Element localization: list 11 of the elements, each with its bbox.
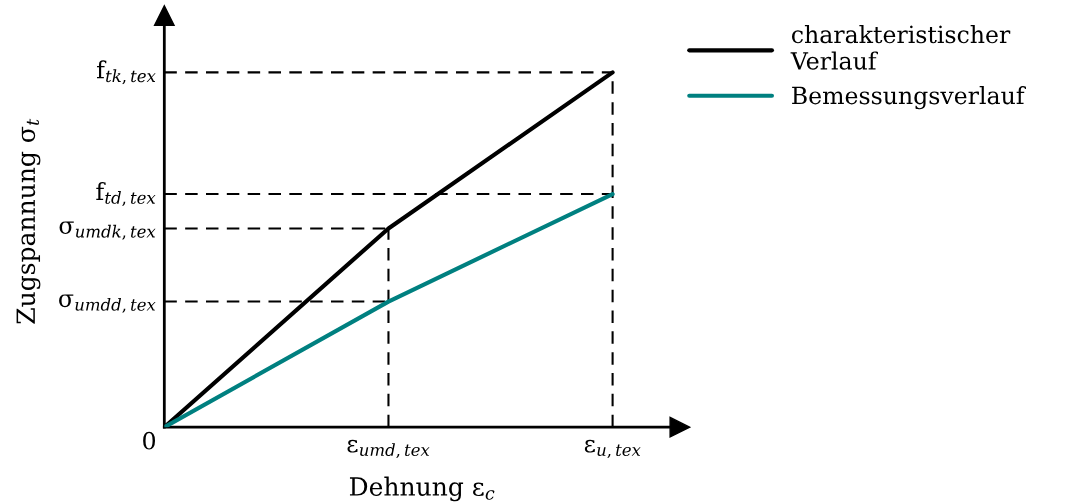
legend-label: charakteristischer Verlauf xyxy=(790,25,1011,70)
legend-label: Bemessungsverlauf xyxy=(792,86,1026,110)
ref-line-label: f$_{td,tex}$ xyxy=(96,182,156,206)
y-axis-title: Zugspannung σ$_{t}$ xyxy=(16,118,41,324)
ref-line-label: σ$_{umdd,tex}$ xyxy=(59,294,156,313)
ref-line-label: f$_{tk,tex}$ xyxy=(97,60,156,85)
x-axis-title: Dehnung ε$_{c}$ xyxy=(349,476,495,502)
text: 0 xyxy=(143,431,156,450)
x-tick-label: ε$_{u,tex}$ xyxy=(584,439,641,459)
x-tick-label: ε$_{umd,tex}$ xyxy=(347,439,430,459)
ref-line-label: σ$_{umdk,tex}$ xyxy=(59,221,156,240)
